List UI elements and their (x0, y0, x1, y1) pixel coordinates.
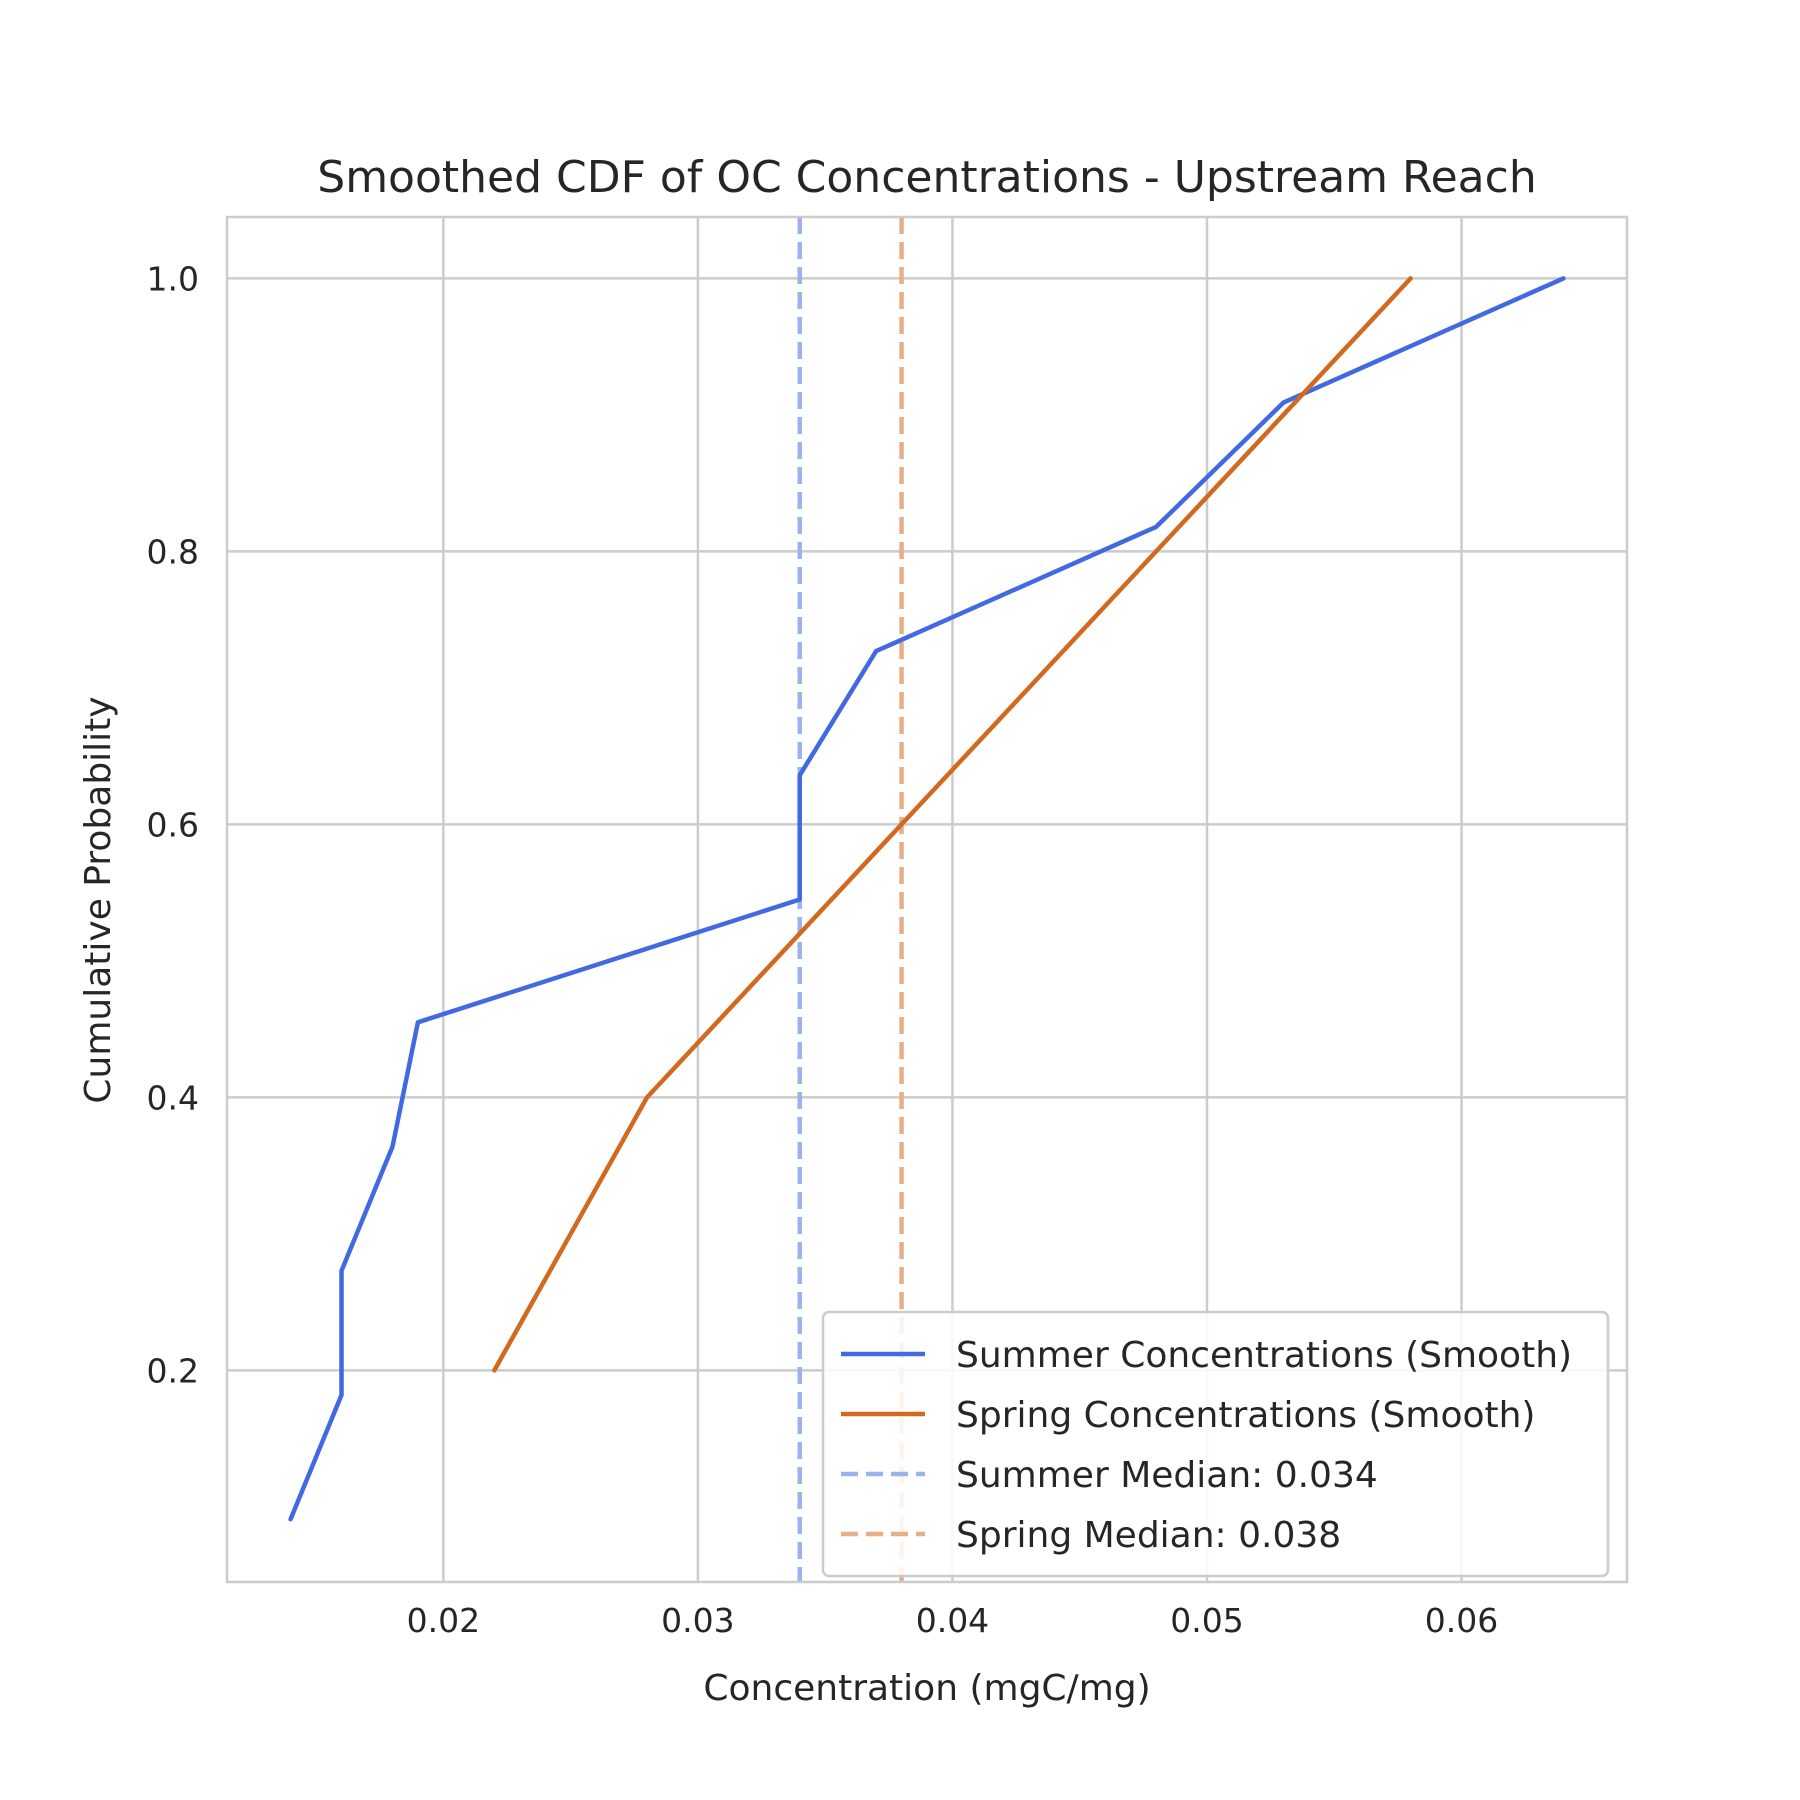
legend: Summer Concentrations (Smooth) Spring Con… (821, 1310, 1610, 1578)
series-lines (288, 276, 1566, 1522)
legend-entry: Spring Median: 0.038 (956, 1515, 1341, 1556)
x-tick-label: 0.03 (661, 1601, 734, 1640)
x-tick-labels: 0.02 0.03 0.04 0.05 0.06 (407, 1601, 1499, 1640)
x-tick-label: 0.06 (1425, 1601, 1498, 1640)
y-tick-label: 0.4 (147, 1078, 199, 1117)
x-tick-label: 0.04 (916, 1601, 989, 1640)
y-tick-label: 1.0 (147, 259, 199, 298)
chart-title: Smoothed CDF of OC Concentrations - Upst… (317, 152, 1536, 203)
y-tick-labels: 0.2 0.4 0.6 0.8 1.0 (147, 259, 199, 1390)
series-line (492, 276, 1413, 1373)
y-tick-label: 0.6 (147, 805, 199, 844)
legend-entry: Spring Concentrations (Smooth) (956, 1395, 1535, 1436)
plot-frame (225, 215, 1629, 1584)
series-line (288, 276, 1566, 1522)
x-axis-label: Concentration (mgC/mg) (703, 1668, 1150, 1709)
x-tick-label: 0.02 (407, 1601, 480, 1640)
y-axis-label: Cumulative Probability (78, 696, 119, 1103)
legend-entry: Summer Concentrations (Smooth) (956, 1335, 1572, 1376)
legend-box (821, 1310, 1610, 1578)
x-tick-label: 0.05 (1170, 1601, 1243, 1640)
y-tick-label: 0.2 (147, 1351, 199, 1390)
legend-entry: Summer Median: 0.034 (956, 1455, 1378, 1496)
y-tick-label: 0.8 (147, 532, 199, 571)
